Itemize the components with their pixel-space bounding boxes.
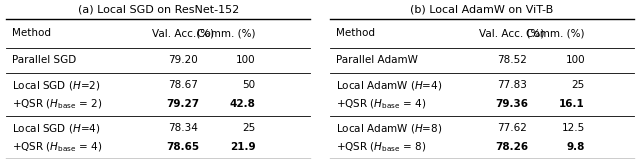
Text: Val. Acc. (%): Val. Acc. (%) [479,28,545,38]
Text: 9.8: 9.8 [566,142,585,152]
Text: +QSR ($H_{\mathrm{base}}$ = 4): +QSR ($H_{\mathrm{base}}$ = 4) [336,97,426,111]
Text: 25: 25 [572,80,585,90]
Text: Comm. (%): Comm. (%) [197,28,255,38]
Text: 77.83: 77.83 [497,80,527,90]
Text: Local SGD ($H$=2): Local SGD ($H$=2) [13,79,101,92]
Text: +QSR ($H_{\mathrm{base}}$ = 8): +QSR ($H_{\mathrm{base}}$ = 8) [336,140,426,154]
Text: 79.27: 79.27 [166,99,199,109]
Text: 42.8: 42.8 [230,99,255,109]
Text: 78.65: 78.65 [166,142,199,152]
Text: Val. Acc.(%): Val. Acc.(%) [152,28,214,38]
Text: Method: Method [336,28,374,38]
Text: 21.9: 21.9 [230,142,255,152]
Text: Parallel AdamW: Parallel AdamW [336,55,417,65]
Text: 25: 25 [243,123,255,133]
Text: Parallel SGD: Parallel SGD [13,55,77,65]
Text: 78.26: 78.26 [495,142,529,152]
Text: 77.62: 77.62 [497,123,527,133]
Text: 78.52: 78.52 [497,55,527,65]
Text: Method: Method [13,28,51,38]
Text: Local AdamW ($H$=8): Local AdamW ($H$=8) [336,122,442,135]
Text: 12.5: 12.5 [562,123,585,133]
Text: Local SGD ($H$=4): Local SGD ($H$=4) [13,122,101,135]
Text: 79.20: 79.20 [168,55,198,65]
Text: 79.36: 79.36 [495,99,529,109]
Text: +QSR ($H_{\mathrm{base}}$ = 2): +QSR ($H_{\mathrm{base}}$ = 2) [13,97,103,111]
Text: 100: 100 [236,55,255,65]
Text: 50: 50 [243,80,255,90]
Text: 100: 100 [565,55,585,65]
Text: 78.34: 78.34 [168,123,198,133]
Text: 78.67: 78.67 [168,80,198,90]
Text: (a) Local SGD on ResNet-152: (a) Local SGD on ResNet-152 [78,5,239,15]
Text: Comm. (%): Comm. (%) [527,28,585,38]
Text: Local AdamW ($H$=4): Local AdamW ($H$=4) [336,79,442,92]
Text: +QSR ($H_{\mathrm{base}}$ = 4): +QSR ($H_{\mathrm{base}}$ = 4) [13,140,103,154]
Text: 16.1: 16.1 [559,99,585,109]
Text: (b) Local AdamW on ViT-B: (b) Local AdamW on ViT-B [410,5,553,15]
